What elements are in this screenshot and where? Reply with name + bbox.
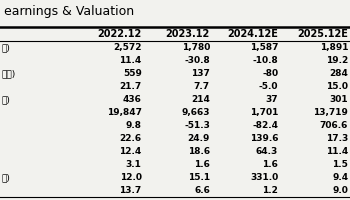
Text: 19,847: 19,847: [107, 108, 142, 117]
Text: 6.6: 6.6: [194, 186, 210, 195]
Text: 9.4: 9.4: [332, 173, 348, 182]
Text: 1.6: 1.6: [262, 160, 278, 169]
Text: 2025.12E: 2025.12E: [298, 29, 348, 39]
Text: 37: 37: [266, 95, 278, 104]
Text: 엵원): 엵원): [2, 69, 16, 78]
Text: 18.6: 18.6: [188, 147, 210, 156]
Text: -51.3: -51.3: [184, 121, 210, 130]
Text: 1,587: 1,587: [250, 43, 278, 52]
Text: 13,719: 13,719: [313, 108, 348, 117]
Text: 11.4: 11.4: [326, 147, 348, 156]
Text: 1,701: 1,701: [250, 108, 278, 117]
Text: 214: 214: [191, 95, 210, 104]
Text: 원): 원): [2, 173, 10, 182]
Text: 2022.12: 2022.12: [98, 29, 142, 39]
Text: earnings & Valuation: earnings & Valuation: [4, 5, 134, 18]
Text: 21.7: 21.7: [119, 82, 142, 91]
Text: 559: 559: [123, 69, 142, 78]
Text: 1,780: 1,780: [182, 43, 210, 52]
Text: 1,891: 1,891: [320, 43, 348, 52]
Text: -30.8: -30.8: [184, 56, 210, 65]
Text: -10.8: -10.8: [252, 56, 278, 65]
Text: 19.2: 19.2: [326, 56, 348, 65]
Text: 331.0: 331.0: [250, 173, 278, 182]
Text: 15.0: 15.0: [326, 82, 348, 91]
Text: 24.9: 24.9: [188, 134, 210, 143]
Text: 2,572: 2,572: [113, 43, 142, 52]
Text: 64.3: 64.3: [256, 147, 278, 156]
Text: 2023.12: 2023.12: [166, 29, 210, 39]
Text: 284: 284: [329, 69, 348, 78]
Text: 3.1: 3.1: [126, 160, 142, 169]
Text: 1.5: 1.5: [332, 160, 348, 169]
Text: 22.6: 22.6: [120, 134, 142, 143]
Text: 15.1: 15.1: [188, 173, 210, 182]
Text: 12.0: 12.0: [120, 173, 142, 182]
Text: 137: 137: [191, 69, 210, 78]
Text: 9.8: 9.8: [126, 121, 142, 130]
Text: 11.4: 11.4: [119, 56, 142, 65]
Text: 13.7: 13.7: [119, 186, 142, 195]
Text: 12.4: 12.4: [119, 147, 142, 156]
Text: 706.6: 706.6: [320, 121, 348, 130]
Text: 2024.12E: 2024.12E: [228, 29, 278, 39]
Text: -80: -80: [262, 69, 278, 78]
Text: 436: 436: [123, 95, 142, 104]
Text: 1.2: 1.2: [262, 186, 278, 195]
Text: 139.6: 139.6: [250, 134, 278, 143]
Text: 9.0: 9.0: [332, 186, 348, 195]
Text: 1.6: 1.6: [194, 160, 210, 169]
Text: 9,663: 9,663: [182, 108, 210, 117]
Text: 301: 301: [330, 95, 348, 104]
Text: 원): 원): [2, 95, 10, 104]
Text: 7.7: 7.7: [194, 82, 210, 91]
Text: 17.3: 17.3: [326, 134, 348, 143]
Text: -82.4: -82.4: [252, 121, 278, 130]
Text: 원): 원): [2, 43, 10, 52]
Text: -5.0: -5.0: [259, 82, 278, 91]
